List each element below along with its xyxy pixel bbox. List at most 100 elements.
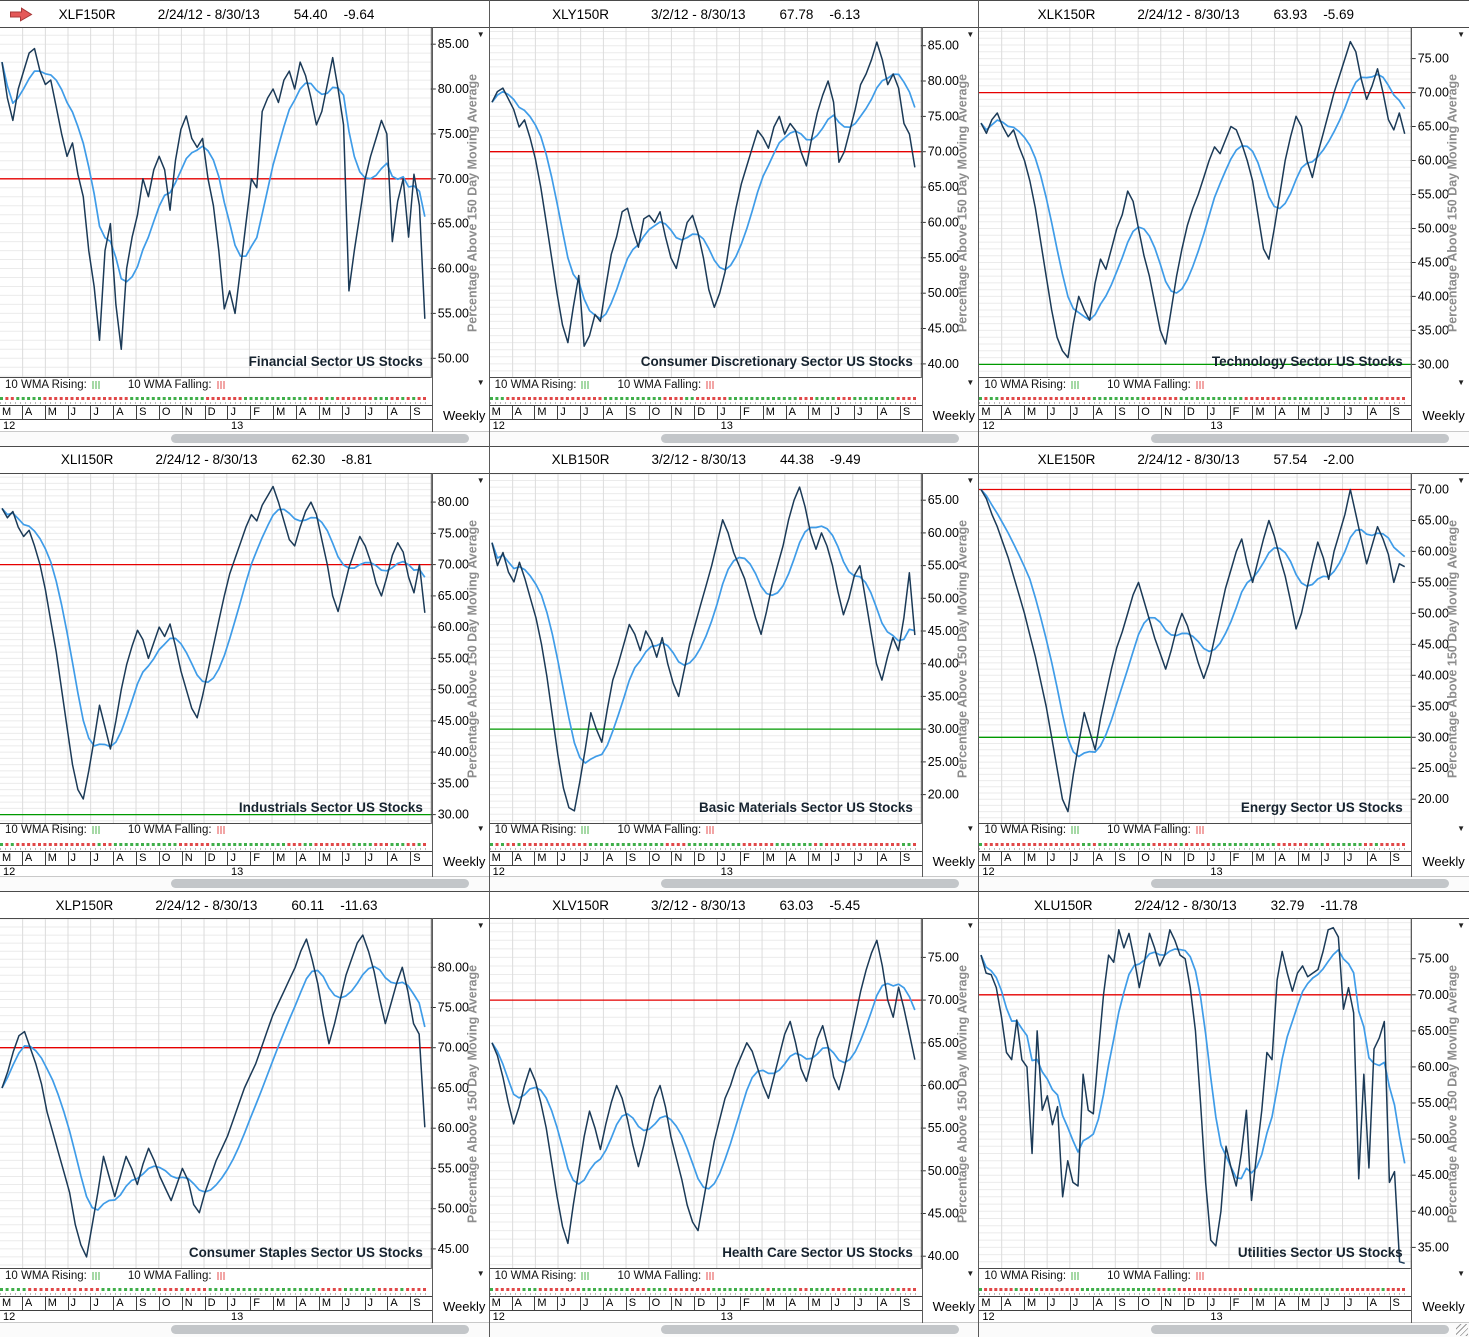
h-scrollbar[interactable] — [0, 876, 489, 892]
h-scrollbar[interactable] — [979, 430, 1469, 446]
indicator-menu-caret-icon[interactable]: ▼ — [966, 378, 975, 387]
y-tick-label: 25.00 — [1418, 761, 1449, 775]
timeframe-select[interactable]: Weekly▼ — [933, 1299, 979, 1314]
price-chart[interactable]: 75.00 70.00 65.00 60.00 55.00 50.00 45.00 40.00… — [979, 919, 1469, 1270]
month-label: A — [1092, 406, 1116, 419]
chart-area[interactable]: 75.00 70.00 65.00 60.00 55.00 50.00 45.00 40.00… — [489, 919, 979, 1270]
falling-ticks-icon — [706, 826, 715, 835]
price-chart[interactable]: 80.00 75.00 70.00 65.00 60.00 55.00 50.00 45.00… — [0, 473, 489, 824]
month-label: S — [136, 406, 159, 419]
h-scrollbar-thumb[interactable] — [171, 879, 470, 889]
change-label: -5.69 — [1323, 6, 1355, 22]
h-scrollbar-thumb[interactable] — [660, 1324, 959, 1334]
last-value-label: 62.30 — [291, 452, 326, 468]
month-label: D — [1183, 1297, 1207, 1311]
timeframe-select[interactable]: Weekly▼ — [933, 854, 979, 869]
y-tick-label: 40.00 — [1418, 668, 1449, 682]
chart-menu-caret-icon[interactable]: ▼ — [966, 921, 975, 931]
h-scrollbar-thumb[interactable] — [1150, 879, 1450, 889]
wma-legend: 10 WMA Rising: 10 WMA Falling: ▼ — [979, 1269, 1469, 1282]
y-tick-label: 70.00 — [927, 145, 958, 159]
h-scrollbar-thumb[interactable] — [1150, 433, 1450, 443]
active-chart-arrow-icon[interactable] — [9, 7, 33, 22]
chart-area[interactable]: 80.00 75.00 70.00 65.00 60.00 55.00 50.00 45.00… — [0, 473, 489, 824]
month-label: N — [181, 851, 205, 865]
chart-menu-caret-icon[interactable]: ▼ — [1457, 921, 1465, 931]
month-label: F — [250, 406, 273, 419]
chart-area[interactable]: 65.00 60.00 55.00 50.00 45.00 40.00 35.00 30.00… — [489, 473, 979, 824]
indicator-menu-caret-icon[interactable]: ▼ — [476, 378, 485, 387]
h-scrollbar-thumb[interactable] — [660, 879, 959, 889]
month-label: A — [1001, 1297, 1024, 1311]
chart-menu-caret-icon[interactable]: ▼ — [966, 30, 975, 39]
chart-area[interactable]: 75.00 70.00 65.00 60.00 55.00 50.00 45.00 40.00… — [979, 28, 1469, 378]
chart-menu-caret-icon[interactable]: ▼ — [476, 30, 485, 39]
price-chart[interactable]: 75.00 70.00 65.00 60.00 55.00 50.00 45.00 40.00… — [979, 28, 1469, 378]
indicator-menu-caret-icon[interactable]: ▼ — [1457, 378, 1465, 387]
chart-area[interactable]: 85.00 80.00 75.00 70.00 65.00 60.00 55.00 50.00… — [0, 28, 489, 378]
ticker-label: XLI150R — [60, 452, 114, 468]
timeframe-select[interactable]: Weekly▼ — [1422, 854, 1469, 869]
panel-header: XLB150R 3/2/12 - 8/30/13 44.38 -9.49 — [489, 445, 979, 474]
timeframe-select[interactable]: Weekly▼ — [443, 1299, 489, 1314]
indicator-menu-caret-icon[interactable]: ▼ — [1457, 1269, 1465, 1279]
chart-panel-xlv150r: XLV150R 3/2/12 - 8/30/13 63.03 -5.45 75.00 70… — [489, 891, 980, 1337]
indicator-line — [980, 488, 1406, 813]
month-label: J — [1320, 851, 1344, 865]
year-label: 12 — [492, 1311, 505, 1324]
chart-menu-caret-icon[interactable]: ▼ — [966, 475, 975, 485]
timeframe-select[interactable]: Weekly▼ — [443, 408, 489, 423]
wma-rising-label: 10 WMA Rising: — [984, 824, 1067, 837]
timeframe-select[interactable]: Weekly▼ — [443, 854, 489, 869]
h-scrollbar[interactable] — [0, 430, 489, 446]
month-label: M — [318, 406, 342, 419]
timeframe-select[interactable]: Weekly▼ — [1422, 1299, 1469, 1314]
h-scrollbar[interactable] — [489, 1321, 979, 1337]
y-tick-label: 75.00 — [1418, 52, 1449, 66]
y-tick-label: 75.00 — [1418, 952, 1449, 966]
indicator-menu-caret-icon[interactable]: ▼ — [1457, 823, 1465, 833]
timeframe-select[interactable]: Weekly▼ — [1422, 408, 1469, 423]
chart-menu-caret-icon[interactable]: ▼ — [1457, 30, 1465, 39]
indicator-menu-caret-icon[interactable]: ▼ — [966, 823, 975, 833]
h-scrollbar-thumb[interactable] — [171, 1324, 470, 1334]
h-scrollbar[interactable] — [489, 876, 979, 892]
price-chart[interactable]: 65.00 60.00 55.00 50.00 45.00 40.00 35.00 30.00… — [489, 473, 979, 824]
h-scrollbar-thumb[interactable] — [660, 433, 959, 443]
chart-area[interactable]: 80.00 75.00 70.00 65.00 60.00 55.00 50.00 45.00… — [0, 919, 489, 1270]
h-scrollbar-thumb[interactable] — [1150, 1324, 1450, 1334]
timeframe-select[interactable]: Weekly▼ — [933, 408, 979, 423]
h-scrollbar-thumb[interactable] — [171, 433, 470, 443]
price-chart[interactable]: 70.00 65.00 60.00 55.00 50.00 45.00 40.00 35.00… — [979, 473, 1469, 824]
chart-area[interactable]: 85.00 80.00 75.00 70.00 65.00 60.00 55.00 50.00… — [489, 28, 979, 378]
indicator-menu-caret-icon[interactable]: ▼ — [476, 1269, 485, 1279]
month-label: M — [318, 851, 342, 865]
chart-area[interactable]: 75.00 70.00 65.00 60.00 55.00 50.00 45.00 40.00… — [979, 919, 1469, 1270]
price-chart[interactable]: 80.00 75.00 70.00 65.00 60.00 55.00 50.00 45.00… — [0, 919, 489, 1270]
month-label: A — [113, 1297, 136, 1311]
timeframe-label: Weekly — [443, 408, 486, 423]
h-scrollbar[interactable] — [979, 876, 1469, 892]
indicator-menu-caret-icon[interactable]: ▼ — [476, 823, 485, 833]
price-chart[interactable]: 85.00 80.00 75.00 70.00 65.00 60.00 55.00 50.00… — [489, 28, 979, 378]
price-chart[interactable]: 75.00 70.00 65.00 60.00 55.00 50.00 45.00 40.00… — [489, 919, 979, 1270]
month-label: M — [2, 406, 12, 418]
y-tick-label: 70.00 — [438, 557, 469, 571]
price-chart[interactable]: 85.00 80.00 75.00 70.00 65.00 60.00 55.00 50.00… — [0, 28, 489, 378]
resize-grip[interactable] — [1455, 1323, 1468, 1336]
month-label: M — [1024, 1297, 1047, 1311]
month-label: A — [511, 1297, 535, 1311]
wma-falling-label: 10 WMA Falling: — [617, 1269, 702, 1282]
chart-menu-caret-icon[interactable]: ▼ — [476, 921, 485, 931]
y-axis-title: Percentage Above 150 Day Moving Average — [1446, 74, 1460, 332]
h-scrollbar[interactable] — [489, 430, 979, 446]
indicator-menu-caret-icon[interactable]: ▼ — [966, 1269, 975, 1279]
chart-menu-caret-icon[interactable]: ▼ — [1457, 475, 1465, 485]
axis-divider — [1411, 27, 1413, 432]
h-scrollbar[interactable] — [979, 1321, 1469, 1337]
chart-area[interactable]: 70.00 65.00 60.00 55.00 50.00 45.00 40.00 35.00… — [979, 473, 1469, 824]
h-scrollbar[interactable] — [0, 1321, 489, 1337]
chart-menu-caret-icon[interactable]: ▼ — [476, 475, 485, 485]
